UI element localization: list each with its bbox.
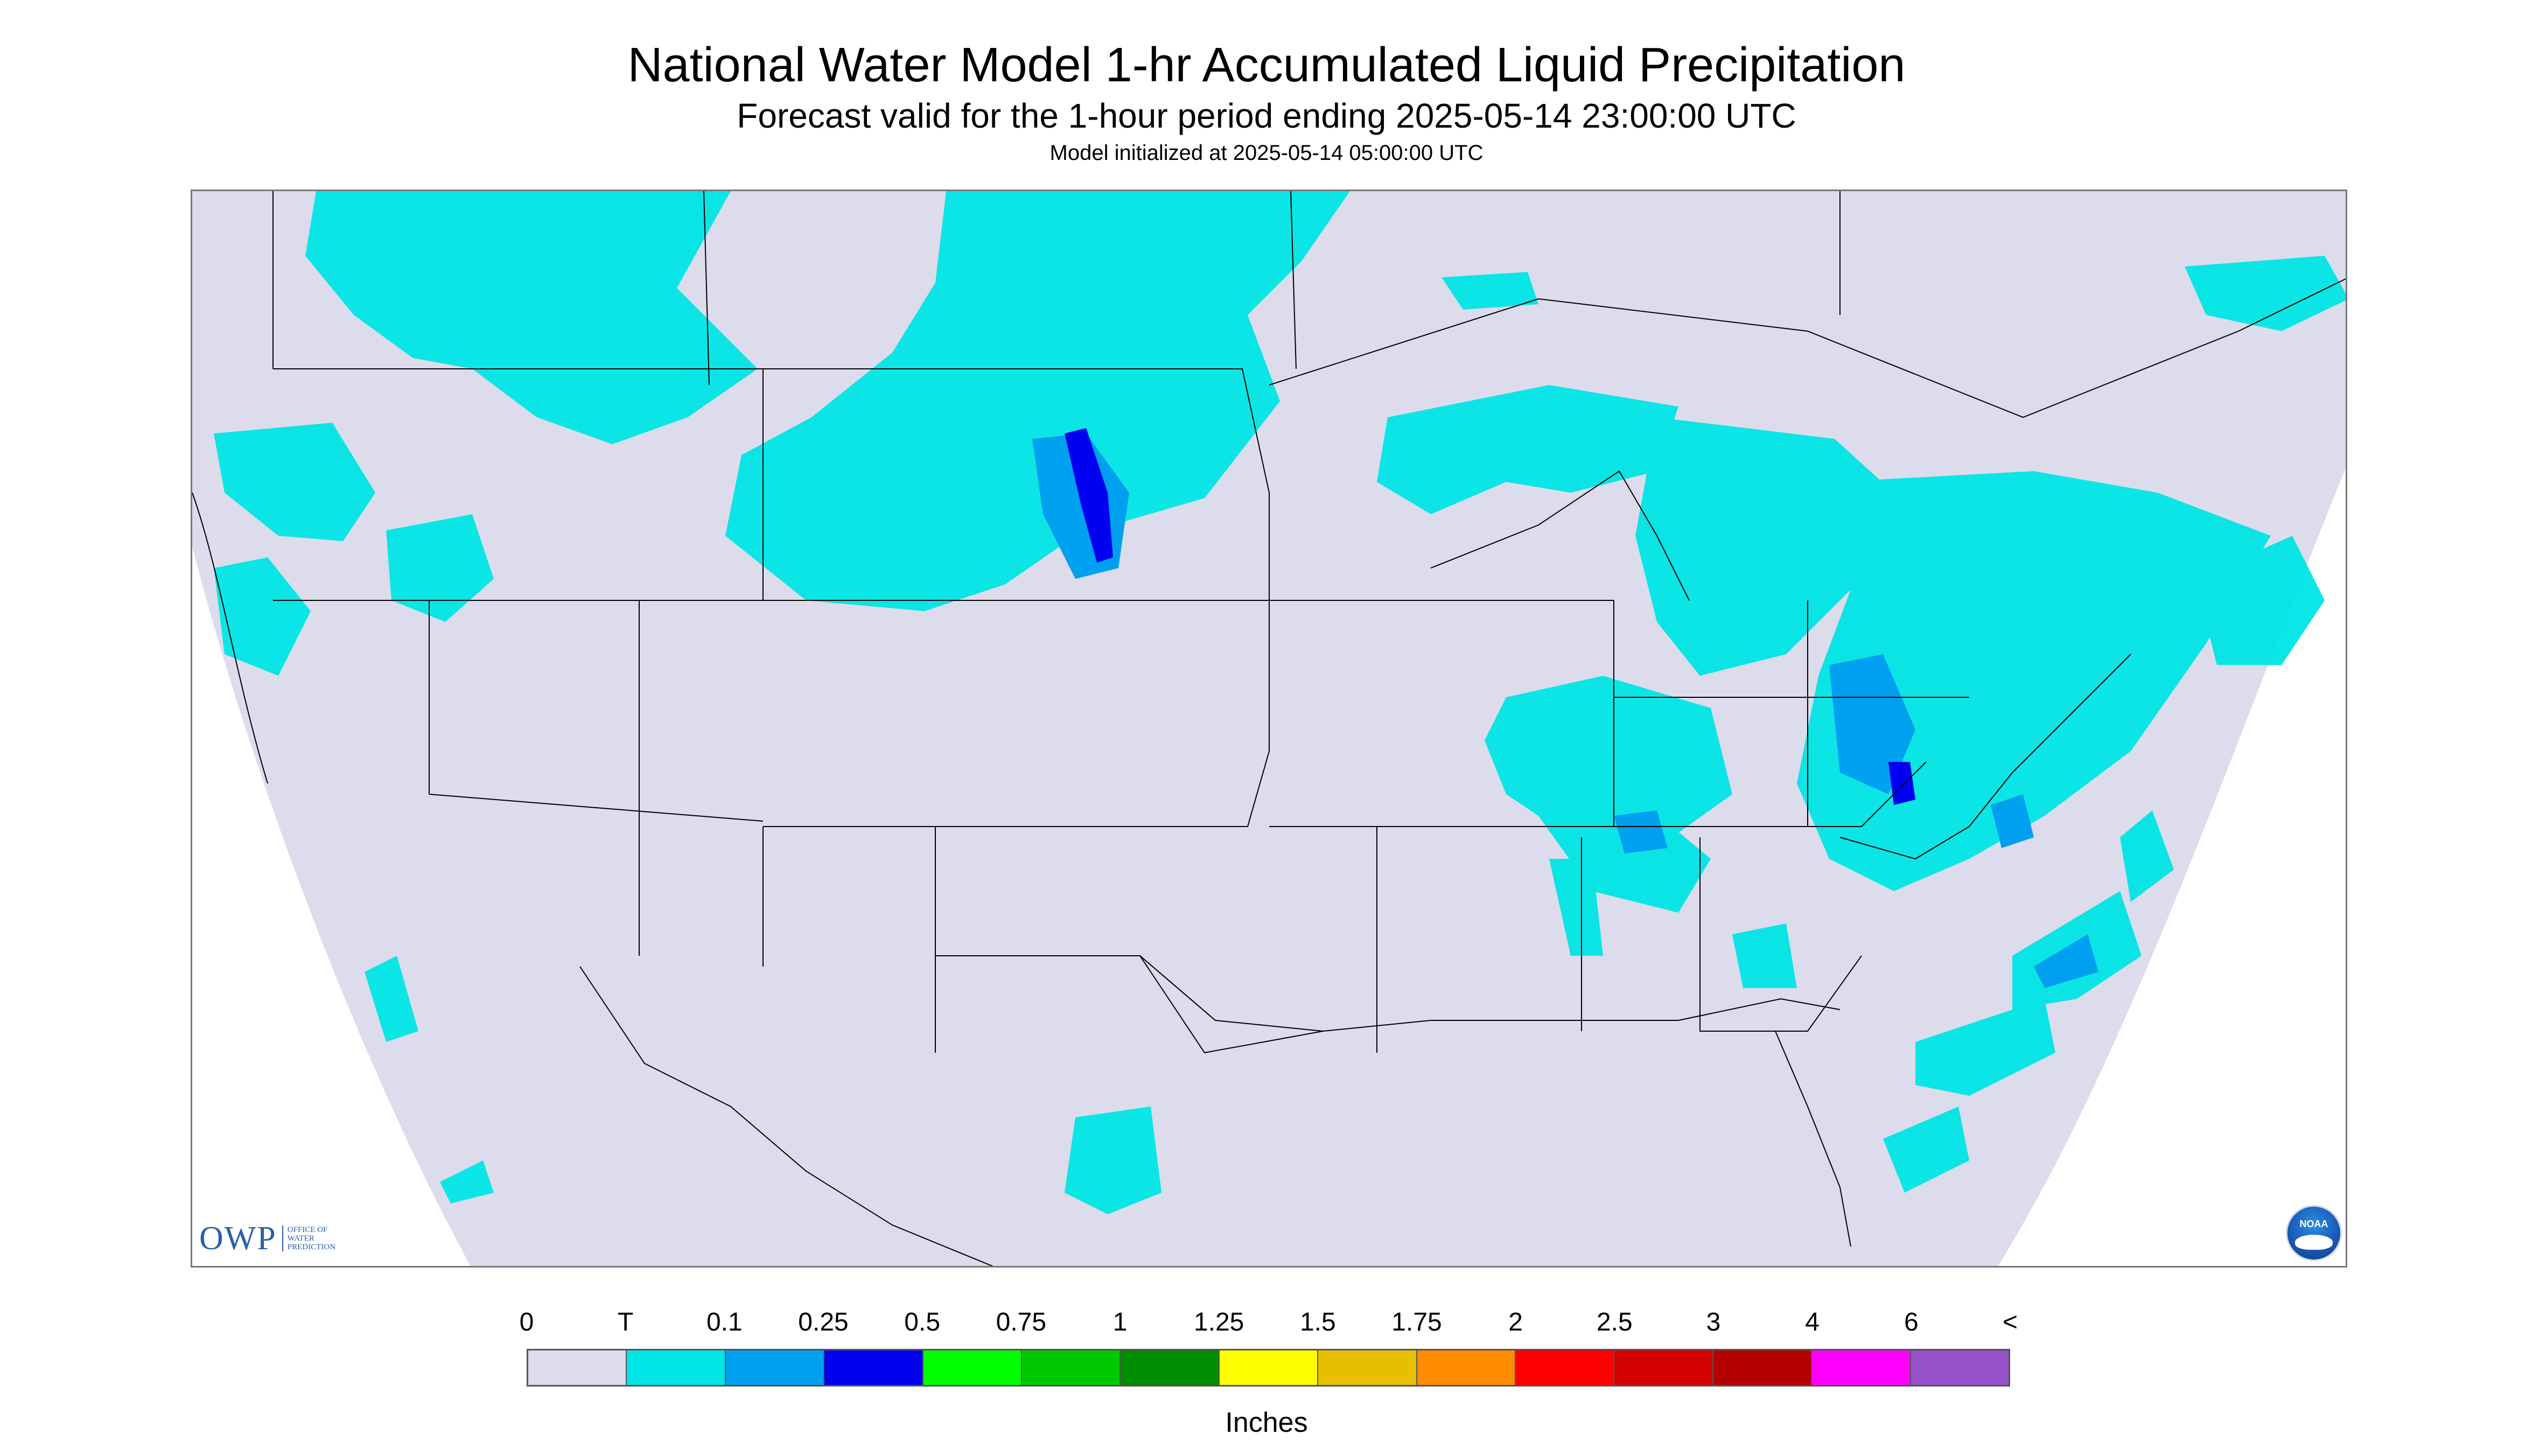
precip-trace-areas <box>214 191 2346 1214</box>
legend-tick-label: 1.25 <box>1193 1308 1244 1336</box>
legend-swatch <box>627 1350 726 1385</box>
legend-units: Inches <box>1225 1407 1308 1438</box>
legend-tick-label: 3 <box>1706 1308 1721 1336</box>
map-title: National Water Model 1-hr Accumulated Li… <box>627 38 1906 92</box>
noaa-logo: NOAA <box>2286 1205 2342 1261</box>
legend-tick-label: 1.5 <box>1299 1308 1336 1336</box>
precip-025-areas <box>1065 428 1915 805</box>
color-legend <box>527 1349 2010 1387</box>
legend-tick-label: 0.75 <box>996 1308 1047 1336</box>
owp-logo: OWP OFFICE OF WATER PREDICTION <box>199 1220 363 1257</box>
init-time-label: Model initialized at 2025-05-14 05:00:00… <box>1049 141 1484 165</box>
legend-swatch <box>1713 1350 1813 1385</box>
legend-swatch <box>1614 1350 1713 1385</box>
legend-tick-label: 2 <box>1508 1308 1523 1336</box>
legend-tick-label: 1 <box>1112 1308 1128 1336</box>
outside-domain-right <box>1998 468 2346 1266</box>
legend-tick-label: 0.1 <box>706 1308 743 1336</box>
noaa-logo-text: NOAA <box>2299 1219 2328 1229</box>
legend-tick-label: 0.25 <box>798 1308 849 1336</box>
legend-tick-label: 0.5 <box>904 1308 941 1336</box>
map-canvas <box>192 191 2346 1266</box>
legend-tick-label: T <box>617 1308 634 1336</box>
legend-swatch <box>1318 1350 1417 1385</box>
legend-swatch <box>725 1350 825 1385</box>
legend-tick-label: 4 <box>1805 1308 1820 1336</box>
legend-tick-label: 0 <box>519 1308 534 1336</box>
legend-swatch <box>1022 1350 1121 1385</box>
outside-domain-left <box>192 547 471 1266</box>
owp-logo-text: OFFICE OF WATER PREDICTION <box>282 1226 363 1251</box>
legend-swatch <box>923 1350 1023 1385</box>
legend-tick-label: 2.5 <box>1596 1308 1633 1336</box>
legend-tick-label: < <box>2002 1308 2018 1336</box>
legend-swatch <box>824 1350 923 1385</box>
political-boundaries <box>192 191 2346 1266</box>
legend-swatch <box>1121 1350 1220 1385</box>
legend-swatch <box>1812 1350 1911 1385</box>
legend-swatch <box>528 1350 627 1385</box>
legend-swatch <box>1516 1350 1615 1385</box>
map-subtitle: Forecast valid for the 1-hour period end… <box>737 96 1796 135</box>
legend-tick-label: 6 <box>1904 1308 1919 1336</box>
legend-tick-label: 1.75 <box>1391 1308 1442 1336</box>
owp-mark: OWP <box>199 1220 277 1257</box>
legend-swatch <box>1911 1350 2009 1385</box>
legend-swatch <box>1219 1350 1319 1385</box>
precipitation-map[interactable] <box>191 190 2347 1268</box>
legend-swatch <box>1417 1350 1516 1385</box>
